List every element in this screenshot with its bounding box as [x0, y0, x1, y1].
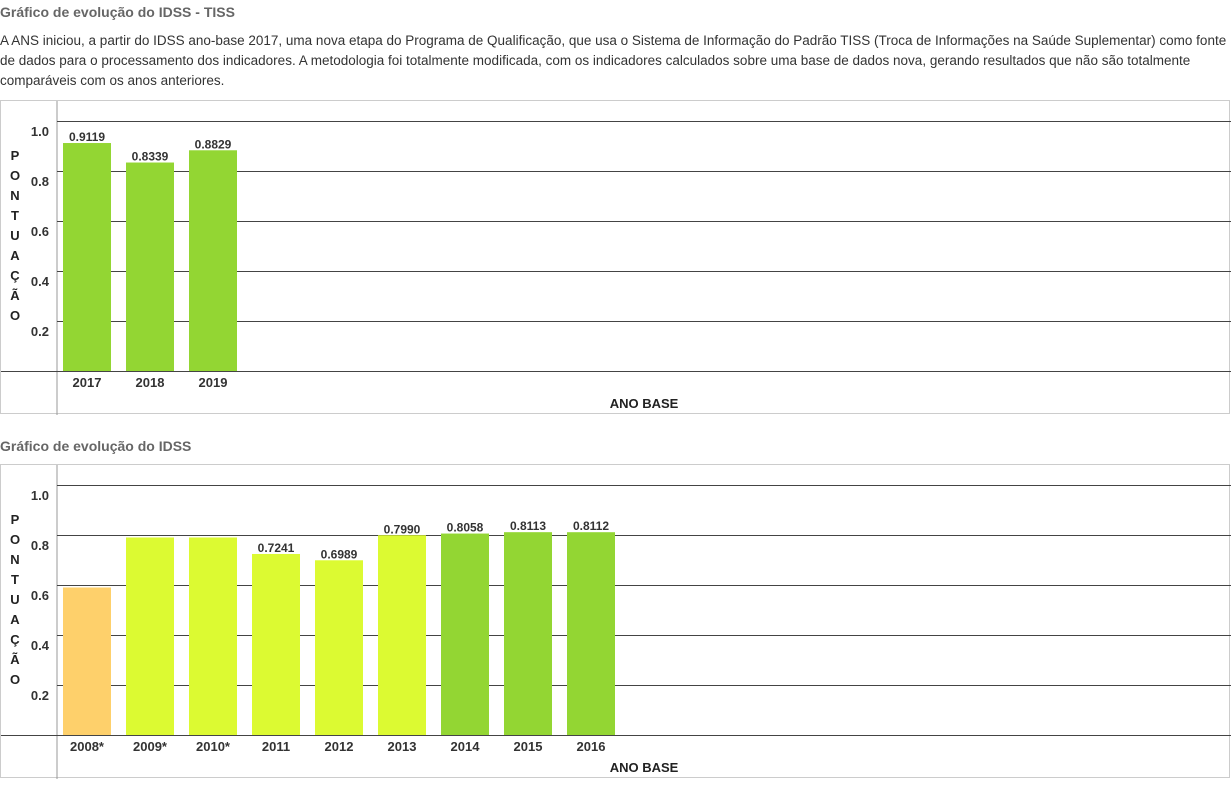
chart-tiss-svg: 0.20.40.60.81.0PONTUAÇÃO0.911920170.8339…	[1, 101, 1231, 415]
bar	[126, 162, 174, 371]
data-label: 0.7990	[384, 522, 421, 536]
y-tick-label: 0.6	[31, 588, 49, 603]
y-axis-title-letter: T	[11, 208, 19, 223]
y-axis-title-letter: A	[10, 248, 20, 263]
bar	[63, 143, 111, 371]
y-tick-label: 0.8	[31, 538, 49, 553]
y-axis-title-letter: Ã	[10, 652, 20, 667]
y-axis-title-letter: U	[10, 592, 19, 607]
bar	[126, 537, 174, 735]
y-axis-title-letter: P	[11, 148, 20, 163]
x-axis-title: ANO BASE	[610, 760, 679, 775]
data-label: 0.8829	[195, 137, 232, 151]
description-text: A ANS iniciou, a partir do IDSS ano-base…	[0, 33, 1227, 88]
x-tick-label: 2011	[262, 739, 290, 754]
y-axis-title-letter: N	[10, 552, 19, 567]
y-axis-title-letter: T	[11, 572, 19, 587]
data-label: 0.8058	[447, 521, 484, 535]
y-tick-label: 0.4	[31, 274, 50, 289]
y-axis-title-letter: A	[10, 612, 20, 627]
bar	[315, 560, 363, 735]
bar	[189, 150, 237, 371]
y-axis-title-letter: O	[10, 308, 20, 323]
x-tick-label: 2010*	[196, 739, 231, 754]
y-tick-label: 0.6	[31, 224, 49, 239]
data-label: 0.7241	[258, 541, 295, 555]
x-tick-label: 2017	[73, 375, 102, 390]
bar	[189, 537, 237, 735]
x-tick-label: 2013	[388, 739, 417, 754]
y-axis-title-letter: Ç	[10, 632, 20, 647]
y-tick-label: 0.2	[31, 324, 49, 339]
x-tick-label: 2012	[325, 739, 354, 754]
y-axis-title-letter: P	[11, 512, 20, 527]
y-axis-title-letter: U	[10, 228, 19, 243]
bar	[504, 532, 552, 735]
x-tick-label: 2019	[199, 375, 228, 390]
bar	[441, 533, 489, 735]
data-label: 0.8112	[573, 519, 609, 533]
x-tick-label: 2015	[514, 739, 543, 754]
data-label: 0.8113	[510, 519, 546, 533]
y-tick-label: 0.4	[31, 638, 50, 653]
y-axis-title-letter: O	[10, 168, 20, 183]
chart-title-idss: Gráfico de evolução do IDSS	[0, 438, 192, 454]
chart-title-tiss: Gráfico de evolução do IDSS - TISS	[0, 4, 235, 20]
chart-tiss: 0.2 0.4 0.6 0.8 1.0 P O N T U A Ç Ã O 0.9119 2017 0.8339…	[0, 100, 1231, 415]
y-axis-title-letter: Ç	[10, 268, 20, 283]
bar	[63, 587, 111, 735]
data-label: 0.9119	[69, 130, 105, 144]
x-tick-label: 2018	[136, 375, 165, 390]
bar	[378, 535, 426, 735]
x-tick-label: 2016	[577, 739, 606, 754]
x-axis-title: ANO BASE	[610, 396, 679, 411]
y-tick-label: 1.0	[31, 488, 49, 503]
x-tick-label: 2008*	[70, 739, 105, 754]
y-axis-title-letter: O	[10, 672, 20, 687]
y-axis-title-letter: N	[10, 188, 19, 203]
x-tick-label: 2014	[451, 739, 481, 754]
y-axis-title-letter: O	[10, 532, 20, 547]
chart-idss: 0.2 0.4 0.6 0.8 1.0 P O N T U A Ç Ã O 2008* 2009* 2010* 0…	[0, 464, 1231, 779]
y-tick-label: 0.8	[31, 174, 49, 189]
bar	[567, 532, 615, 735]
x-tick-label: 2009*	[133, 739, 168, 754]
y-axis-title-letter: Ã	[10, 288, 20, 303]
y-tick-label: 0.2	[31, 688, 49, 703]
bar	[252, 553, 300, 735]
data-label: 0.6989	[321, 547, 358, 561]
y-tick-label: 1.0	[31, 124, 49, 139]
data-label: 0.8339	[132, 150, 169, 164]
